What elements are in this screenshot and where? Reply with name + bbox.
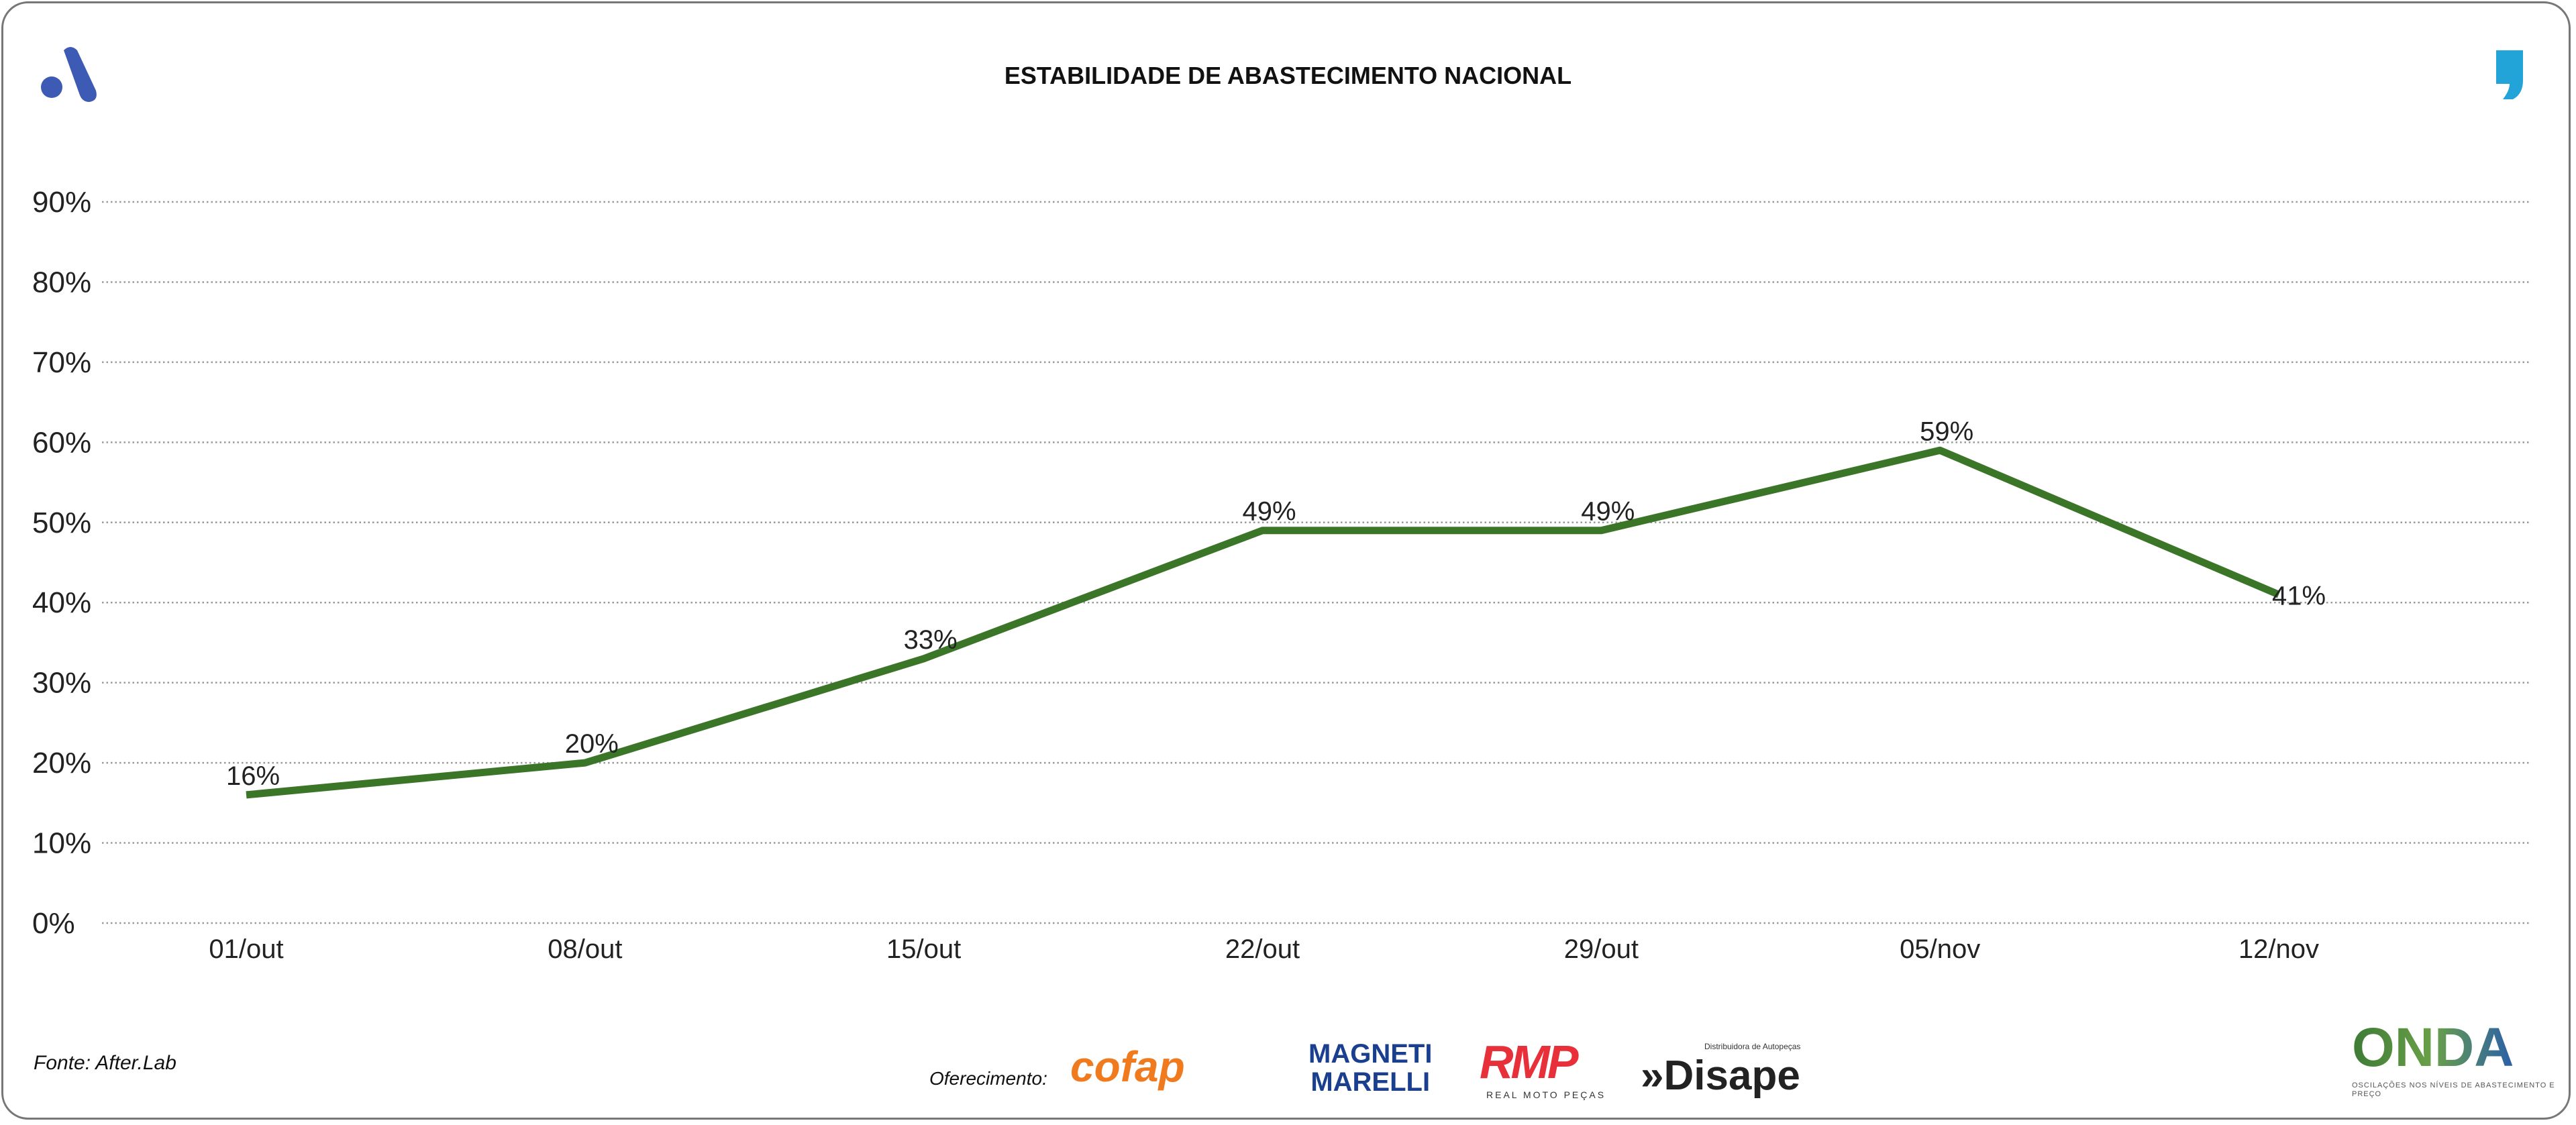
x-tick-label: 12/nov — [2238, 934, 2319, 964]
y-tick-label: 70% — [32, 346, 91, 379]
sponsor-label: Oferecimento: — [929, 1068, 1047, 1089]
series-line — [246, 446, 2281, 799]
disape-subtitle: Distribuidora de Autopeças — [1704, 1042, 1801, 1051]
data-label: 16% — [226, 761, 280, 791]
y-tick-label: 30% — [32, 667, 91, 700]
data-label: 41% — [2272, 581, 2326, 610]
x-tick-label: 08/out — [548, 934, 622, 964]
rmp-subtitle: REAL MOTO PEÇAS — [1486, 1089, 1606, 1100]
chart-title: ESTABILIDADE DE ABASTECIMENTO NACIONAL — [1004, 62, 1572, 89]
data-label: 49% — [1581, 497, 1635, 527]
y-tick-label: 60% — [32, 426, 91, 459]
rmp-logo: RMP — [1480, 1036, 1579, 1088]
y-tick-label: 50% — [32, 506, 91, 539]
data-label: 20% — [565, 729, 619, 759]
disape-logo: »Disape — [1641, 1053, 1800, 1099]
data-label: 33% — [904, 625, 958, 655]
quote-logo-icon — [2496, 50, 2523, 99]
source-note: Fonte: After.Lab — [34, 1052, 176, 1074]
y-tick-label: 90% — [32, 186, 91, 219]
cofap-logo: cofap — [1070, 1042, 1185, 1091]
data-label: 59% — [1920, 417, 1973, 446]
magneti-marelli-logo: MAGNETI MARELLI — [1308, 1040, 1432, 1096]
y-tick-label: 20% — [32, 747, 91, 780]
y-tick-label: 80% — [32, 266, 91, 299]
x-tick-label: 01/out — [209, 934, 283, 964]
y-tick-label: 0% — [32, 907, 75, 940]
marelli-text: MARELLI — [1310, 1067, 1431, 1097]
y-tick-label: 10% — [32, 827, 91, 860]
x-tick-label: 05/nov — [1900, 934, 1980, 964]
after-lab-logo-icon — [41, 47, 97, 102]
onda-subtitle: OSCILAÇÕES NOS NÍVEIS DE ABASTECIMENTO E… — [2352, 1081, 2555, 1098]
magneti-text: MAGNETI — [1308, 1039, 1433, 1069]
x-tick-label: 22/out — [1225, 934, 1300, 964]
onda-logo: ONDA — [2352, 1017, 2514, 1078]
x-tick-label: 15/out — [886, 934, 961, 964]
data-label: 49% — [1242, 497, 1296, 527]
x-tick-label: 29/out — [1564, 934, 1639, 964]
y-tick-label: 40% — [32, 586, 91, 619]
